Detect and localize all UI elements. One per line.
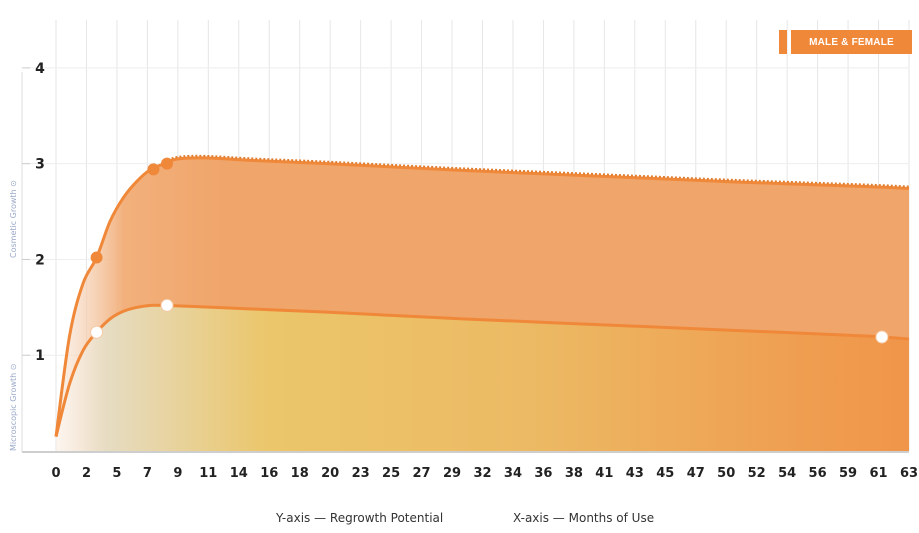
area-lower [56, 305, 909, 451]
series-line-upper-dotted [163, 154, 910, 188]
y-tick-labels: 1 2 3 4 [35, 61, 45, 364]
x-tick-label: 11 [199, 466, 217, 481]
x-tick-labels: 0 2 5 7 9 11 14 16 18 20 23 25 27 29 32 34 36 38 41 43 45 47 5… [51, 466, 918, 481]
legend-label: MALE & FEMALE [791, 30, 912, 54]
x-tick-label: 2 [82, 466, 91, 481]
x-axis-caption: X-axis — Months of Use [513, 511, 655, 525]
marker-lower [90, 325, 104, 339]
x-tick-label: 50 [717, 466, 735, 481]
x-tick-label: 59 [839, 466, 857, 481]
x-tick-label: 29 [443, 466, 461, 481]
y-tick-label: 2 [35, 252, 45, 268]
x-tick-label: 20 [321, 466, 339, 481]
x-tick-label: 7 [143, 466, 152, 481]
x-tick-label: 23 [352, 466, 370, 481]
x-tick-label: 45 [656, 466, 674, 481]
x-tick-label: 63 [900, 466, 918, 481]
marker-upper [161, 157, 174, 170]
marker-upper [90, 251, 103, 264]
y-tick-label: 4 [35, 61, 45, 77]
x-tick-label: 54 [778, 466, 796, 481]
legend: MALE & FEMALE [779, 30, 912, 54]
x-tick-label: 9 [173, 466, 182, 481]
x-tick-label: 41 [595, 466, 613, 481]
y-band-label-microscopic: Microscopic Growth ⊙ [9, 363, 18, 451]
data-markers [90, 157, 889, 344]
y-tick-label: 1 [35, 348, 45, 364]
x-tick-label: 61 [869, 466, 887, 481]
axes [21, 67, 909, 453]
x-tick-label: 56 [809, 466, 827, 481]
x-tick-label: 16 [260, 466, 278, 481]
y-axis-caption: Y-axis — Regrowth Potential [276, 511, 444, 525]
x-tick-label: 5 [112, 466, 121, 481]
x-tick-label: 38 [565, 466, 583, 481]
area-fills [56, 157, 909, 451]
x-tick-label: 0 [51, 466, 60, 481]
x-tick-label: 14 [230, 466, 248, 481]
y-band-label-cosmetic: Cosmetic Growth ⊙ [9, 180, 18, 258]
x-tick-label: 18 [291, 466, 309, 481]
x-tick-label: 27 [413, 466, 431, 481]
x-tick-label: 34 [504, 466, 522, 481]
y-tick-label: 3 [35, 157, 45, 173]
legend-swatch [779, 30, 787, 54]
marker-upper [147, 163, 160, 176]
x-tick-label: 32 [473, 466, 491, 481]
x-tick-label: 36 [534, 466, 552, 481]
marker-lower [875, 330, 889, 344]
marker-lower [160, 298, 174, 312]
x-tick-label: 47 [687, 466, 705, 481]
x-tick-label: 43 [626, 466, 644, 481]
x-tick-label: 25 [382, 466, 400, 481]
x-tick-label: 52 [748, 466, 766, 481]
